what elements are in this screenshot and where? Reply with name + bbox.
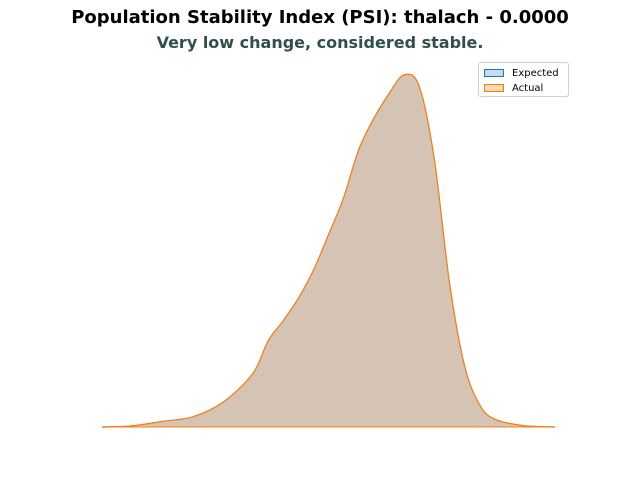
legend-label-actual: Actual: [512, 82, 544, 94]
series-line-actual: [101, 73, 556, 428]
legend-item-expected: Expected: [484, 67, 559, 79]
actual-swatch-icon: [484, 84, 504, 92]
chart-subtitle: Very low change, considered stable.: [156, 33, 484, 52]
legend-label-expected: Expected: [512, 67, 559, 79]
expected-swatch-icon: [484, 69, 504, 77]
legend-item-actual: Actual: [484, 82, 543, 94]
legend: Expected Actual: [478, 62, 569, 97]
chart-title: Population Stability Index (PSI): thalac…: [71, 7, 569, 28]
series-area-actual: [102, 74, 555, 427]
